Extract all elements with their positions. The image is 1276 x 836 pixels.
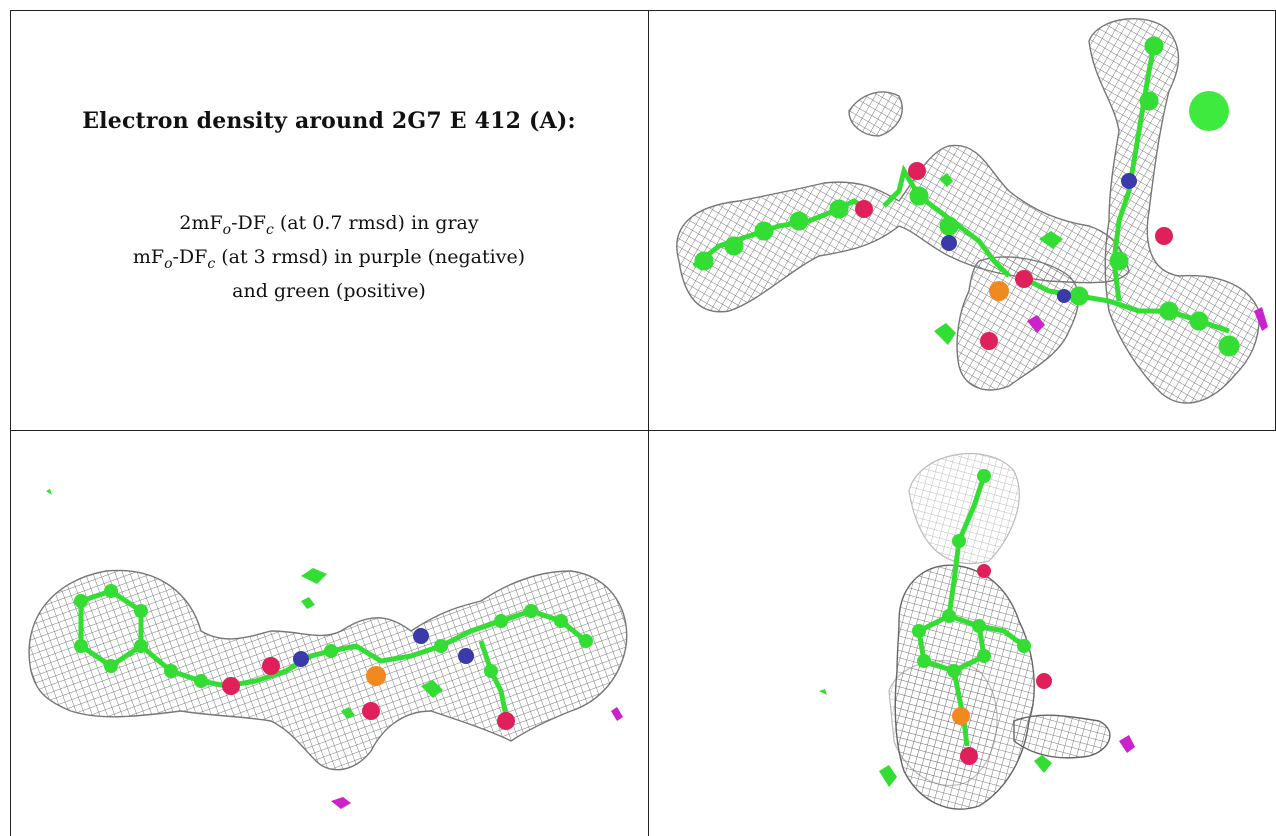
nitrogen-atoms: [293, 628, 474, 667]
top-right-density-view: [649, 11, 1275, 430]
table-border-left: [10, 10, 11, 836]
carbon-atoms: [74, 584, 593, 688]
gray-density-mesh: [28, 569, 628, 771]
molecule-model: [692, 36, 1240, 357]
carbon-atoms: [912, 469, 1031, 678]
table-border-middle-h: [10, 430, 1276, 431]
nitrogen-atoms: [941, 173, 1137, 303]
oxygen-atoms: [222, 657, 515, 730]
phosphorus-atom: [366, 666, 386, 686]
difference-density: [934, 173, 1268, 345]
phosphorus-atom: [989, 281, 1009, 301]
oxygen-atoms: [855, 162, 1173, 350]
table-border-top: [10, 10, 1276, 11]
phosphorus-atom: [952, 707, 970, 725]
caption-cell: Electron density around 2G7 E 412 (A): 2…: [10, 10, 648, 430]
figure-description: 2mFo-DFc (at 0.7 rmsd) in gray mFo-DFc (…: [10, 210, 648, 305]
difference-density: [819, 689, 1135, 787]
gray-density-mesh: [894, 564, 1111, 810]
oxygen-atoms: [960, 564, 1052, 765]
legend-line-1: 2mFo-DFc (at 0.7 rmsd) in gray: [179, 212, 479, 238]
table-border-middle-v: [648, 10, 649, 836]
bottom-right-density-view: [649, 431, 1276, 836]
gray-density-mesh: [676, 18, 1260, 404]
legend-line-2: mFo-DFc (at 3 rmsd) in purple (negative): [132, 245, 526, 272]
difference-density: [46, 489, 623, 809]
bottom-left-density-view: [11, 431, 648, 836]
legend-line-3: and green (positive): [232, 279, 426, 302]
figure-title: Electron density around 2G7 E 412 (A):: [82, 108, 576, 134]
